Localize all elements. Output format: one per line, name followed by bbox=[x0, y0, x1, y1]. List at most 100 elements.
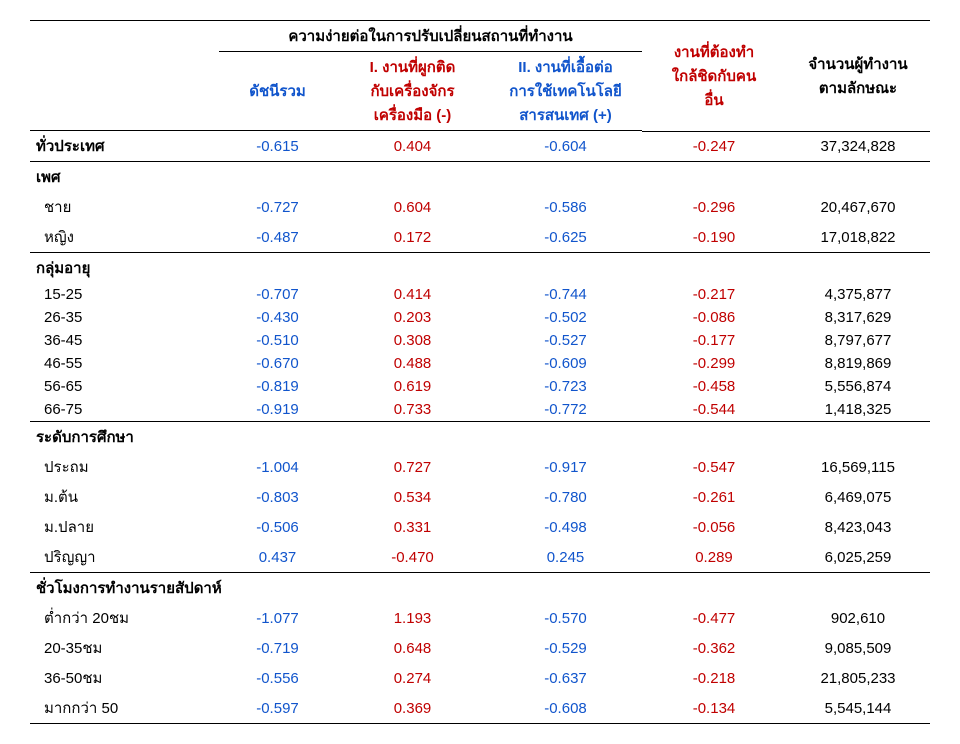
table-cell: -0.529 bbox=[489, 633, 642, 663]
table-cell: -0.510 bbox=[219, 329, 336, 352]
table-cell: 5,545,144 bbox=[786, 693, 930, 724]
table-cell: -0.506 bbox=[219, 512, 336, 542]
table-cell: -0.470 bbox=[336, 542, 489, 573]
table-cell: 0.437 bbox=[219, 542, 336, 573]
table-cell: 0.369 bbox=[336, 693, 489, 724]
section-title: ทั่วประเทศ bbox=[30, 131, 219, 162]
row-label: มากกว่า 50 bbox=[30, 693, 219, 724]
table-cell: -0.261 bbox=[642, 482, 786, 512]
row-label: 26-35 bbox=[30, 306, 219, 329]
table-cell: -0.190 bbox=[642, 222, 786, 253]
table-cell: 0.289 bbox=[642, 542, 786, 573]
header-proximity: งานที่ต้องทำ ใกล้ชิดกับคน อื่น bbox=[642, 21, 786, 131]
table-cell: -0.803 bbox=[219, 482, 336, 512]
table-cell: -0.637 bbox=[489, 663, 642, 693]
table-cell: -0.625 bbox=[489, 222, 642, 253]
table-cell: 21,805,233 bbox=[786, 663, 930, 693]
table-cell: -0.218 bbox=[642, 663, 786, 693]
table-cell: 8,819,869 bbox=[786, 352, 930, 375]
table-cell: -0.527 bbox=[489, 329, 642, 352]
table-cell: -0.458 bbox=[642, 375, 786, 398]
table-cell: -0.608 bbox=[489, 693, 642, 724]
header-index-total: ดัชนีรวม bbox=[219, 52, 336, 131]
table-cell: -0.609 bbox=[489, 352, 642, 375]
row-label: ประถม bbox=[30, 452, 219, 482]
table-cell: 0.534 bbox=[336, 482, 489, 512]
table-cell: 0.414 bbox=[336, 283, 489, 306]
header-group-adjustment: ความง่ายต่อในการปรับเปลี่ยนสถานที่ทำงาน bbox=[219, 21, 642, 52]
table-cell: 5,556,874 bbox=[786, 375, 930, 398]
table-cell: -1.077 bbox=[219, 603, 336, 633]
table-cell: -0.719 bbox=[219, 633, 336, 663]
table-cell: 6,469,075 bbox=[786, 482, 930, 512]
header-population: จำนวนผู้ทำงาน ตามลักษณะ bbox=[786, 21, 930, 131]
data-table: ความง่ายต่อในการปรับเปลี่ยนสถานที่ทำงาน … bbox=[30, 20, 930, 724]
table-cell: -0.430 bbox=[219, 306, 336, 329]
table-cell: 1.193 bbox=[336, 603, 489, 633]
row-label: 46-55 bbox=[30, 352, 219, 375]
table-cell: -0.670 bbox=[219, 352, 336, 375]
table-cell: 8,797,677 bbox=[786, 329, 930, 352]
table-cell: -0.056 bbox=[642, 512, 786, 542]
table-cell: 8,423,043 bbox=[786, 512, 930, 542]
table-cell: -0.586 bbox=[489, 192, 642, 222]
row-label: ชาย bbox=[30, 192, 219, 222]
row-label: ม.ต้น bbox=[30, 482, 219, 512]
table-cell: -0.544 bbox=[642, 398, 786, 422]
table-cell: -0.772 bbox=[489, 398, 642, 422]
header-machinery: I. งานที่ผูกติด กับเครื่องจักร เครื่องมื… bbox=[336, 52, 489, 131]
row-label: 66-75 bbox=[30, 398, 219, 422]
table-cell: 1,418,325 bbox=[786, 398, 930, 422]
table-cell: -0.727 bbox=[219, 192, 336, 222]
table-cell: 0.604 bbox=[336, 192, 489, 222]
table-cell: -0.547 bbox=[642, 452, 786, 482]
table-cell: -0.570 bbox=[489, 603, 642, 633]
table-cell: 0.727 bbox=[336, 452, 489, 482]
table-cell: 0.488 bbox=[336, 352, 489, 375]
table-cell: -0.477 bbox=[642, 603, 786, 633]
row-label: 36-45 bbox=[30, 329, 219, 352]
table-cell: 4,375,877 bbox=[786, 283, 930, 306]
table-cell: 8,317,629 bbox=[786, 306, 930, 329]
table-cell: 0.404 bbox=[336, 131, 489, 162]
table-cell: 0.733 bbox=[336, 398, 489, 422]
table-cell: 0.331 bbox=[336, 512, 489, 542]
table-cell: -0.498 bbox=[489, 512, 642, 542]
section-title: เพศ bbox=[30, 162, 930, 193]
table-cell: 0.245 bbox=[489, 542, 642, 573]
table-cell: -0.556 bbox=[219, 663, 336, 693]
section-title: กลุ่มอายุ bbox=[30, 253, 930, 284]
table-cell: -0.487 bbox=[219, 222, 336, 253]
table-cell: -0.134 bbox=[642, 693, 786, 724]
row-label: 20-35ชม bbox=[30, 633, 219, 663]
table-cell: -0.217 bbox=[642, 283, 786, 306]
table-cell: 0.308 bbox=[336, 329, 489, 352]
table-cell: -0.177 bbox=[642, 329, 786, 352]
table-cell: -0.919 bbox=[219, 398, 336, 422]
table-cell: 37,324,828 bbox=[786, 131, 930, 162]
table-cell: -0.819 bbox=[219, 375, 336, 398]
table-cell: 902,610 bbox=[786, 603, 930, 633]
table-cell: 20,467,670 bbox=[786, 192, 930, 222]
table-cell: -0.917 bbox=[489, 452, 642, 482]
table-cell: -0.744 bbox=[489, 283, 642, 306]
table-cell: -0.247 bbox=[642, 131, 786, 162]
table-cell: 0.648 bbox=[336, 633, 489, 663]
table-cell: -0.707 bbox=[219, 283, 336, 306]
section-title: ชั่วโมงการทำงานรายสัปดาห์ bbox=[30, 573, 930, 604]
table-body: ทั่วประเทศ-0.6150.404-0.604-0.24737,324,… bbox=[30, 131, 930, 724]
row-label: ม.ปลาย bbox=[30, 512, 219, 542]
table-cell: 6,025,259 bbox=[786, 542, 930, 573]
table-cell: -1.004 bbox=[219, 452, 336, 482]
row-label: 36-50ชม bbox=[30, 663, 219, 693]
table-cell: -0.723 bbox=[489, 375, 642, 398]
header-ict: II. งานที่เอื้อต่อ การใช้เทคโนโลยี สารสน… bbox=[489, 52, 642, 131]
row-label: หญิง bbox=[30, 222, 219, 253]
row-label: 15-25 bbox=[30, 283, 219, 306]
row-label: ปริญญา bbox=[30, 542, 219, 573]
row-label: ต่ำกว่า 20ชม bbox=[30, 603, 219, 633]
table-cell: -0.615 bbox=[219, 131, 336, 162]
table-cell: 0.203 bbox=[336, 306, 489, 329]
row-label: 56-65 bbox=[30, 375, 219, 398]
table-cell: 16,569,115 bbox=[786, 452, 930, 482]
